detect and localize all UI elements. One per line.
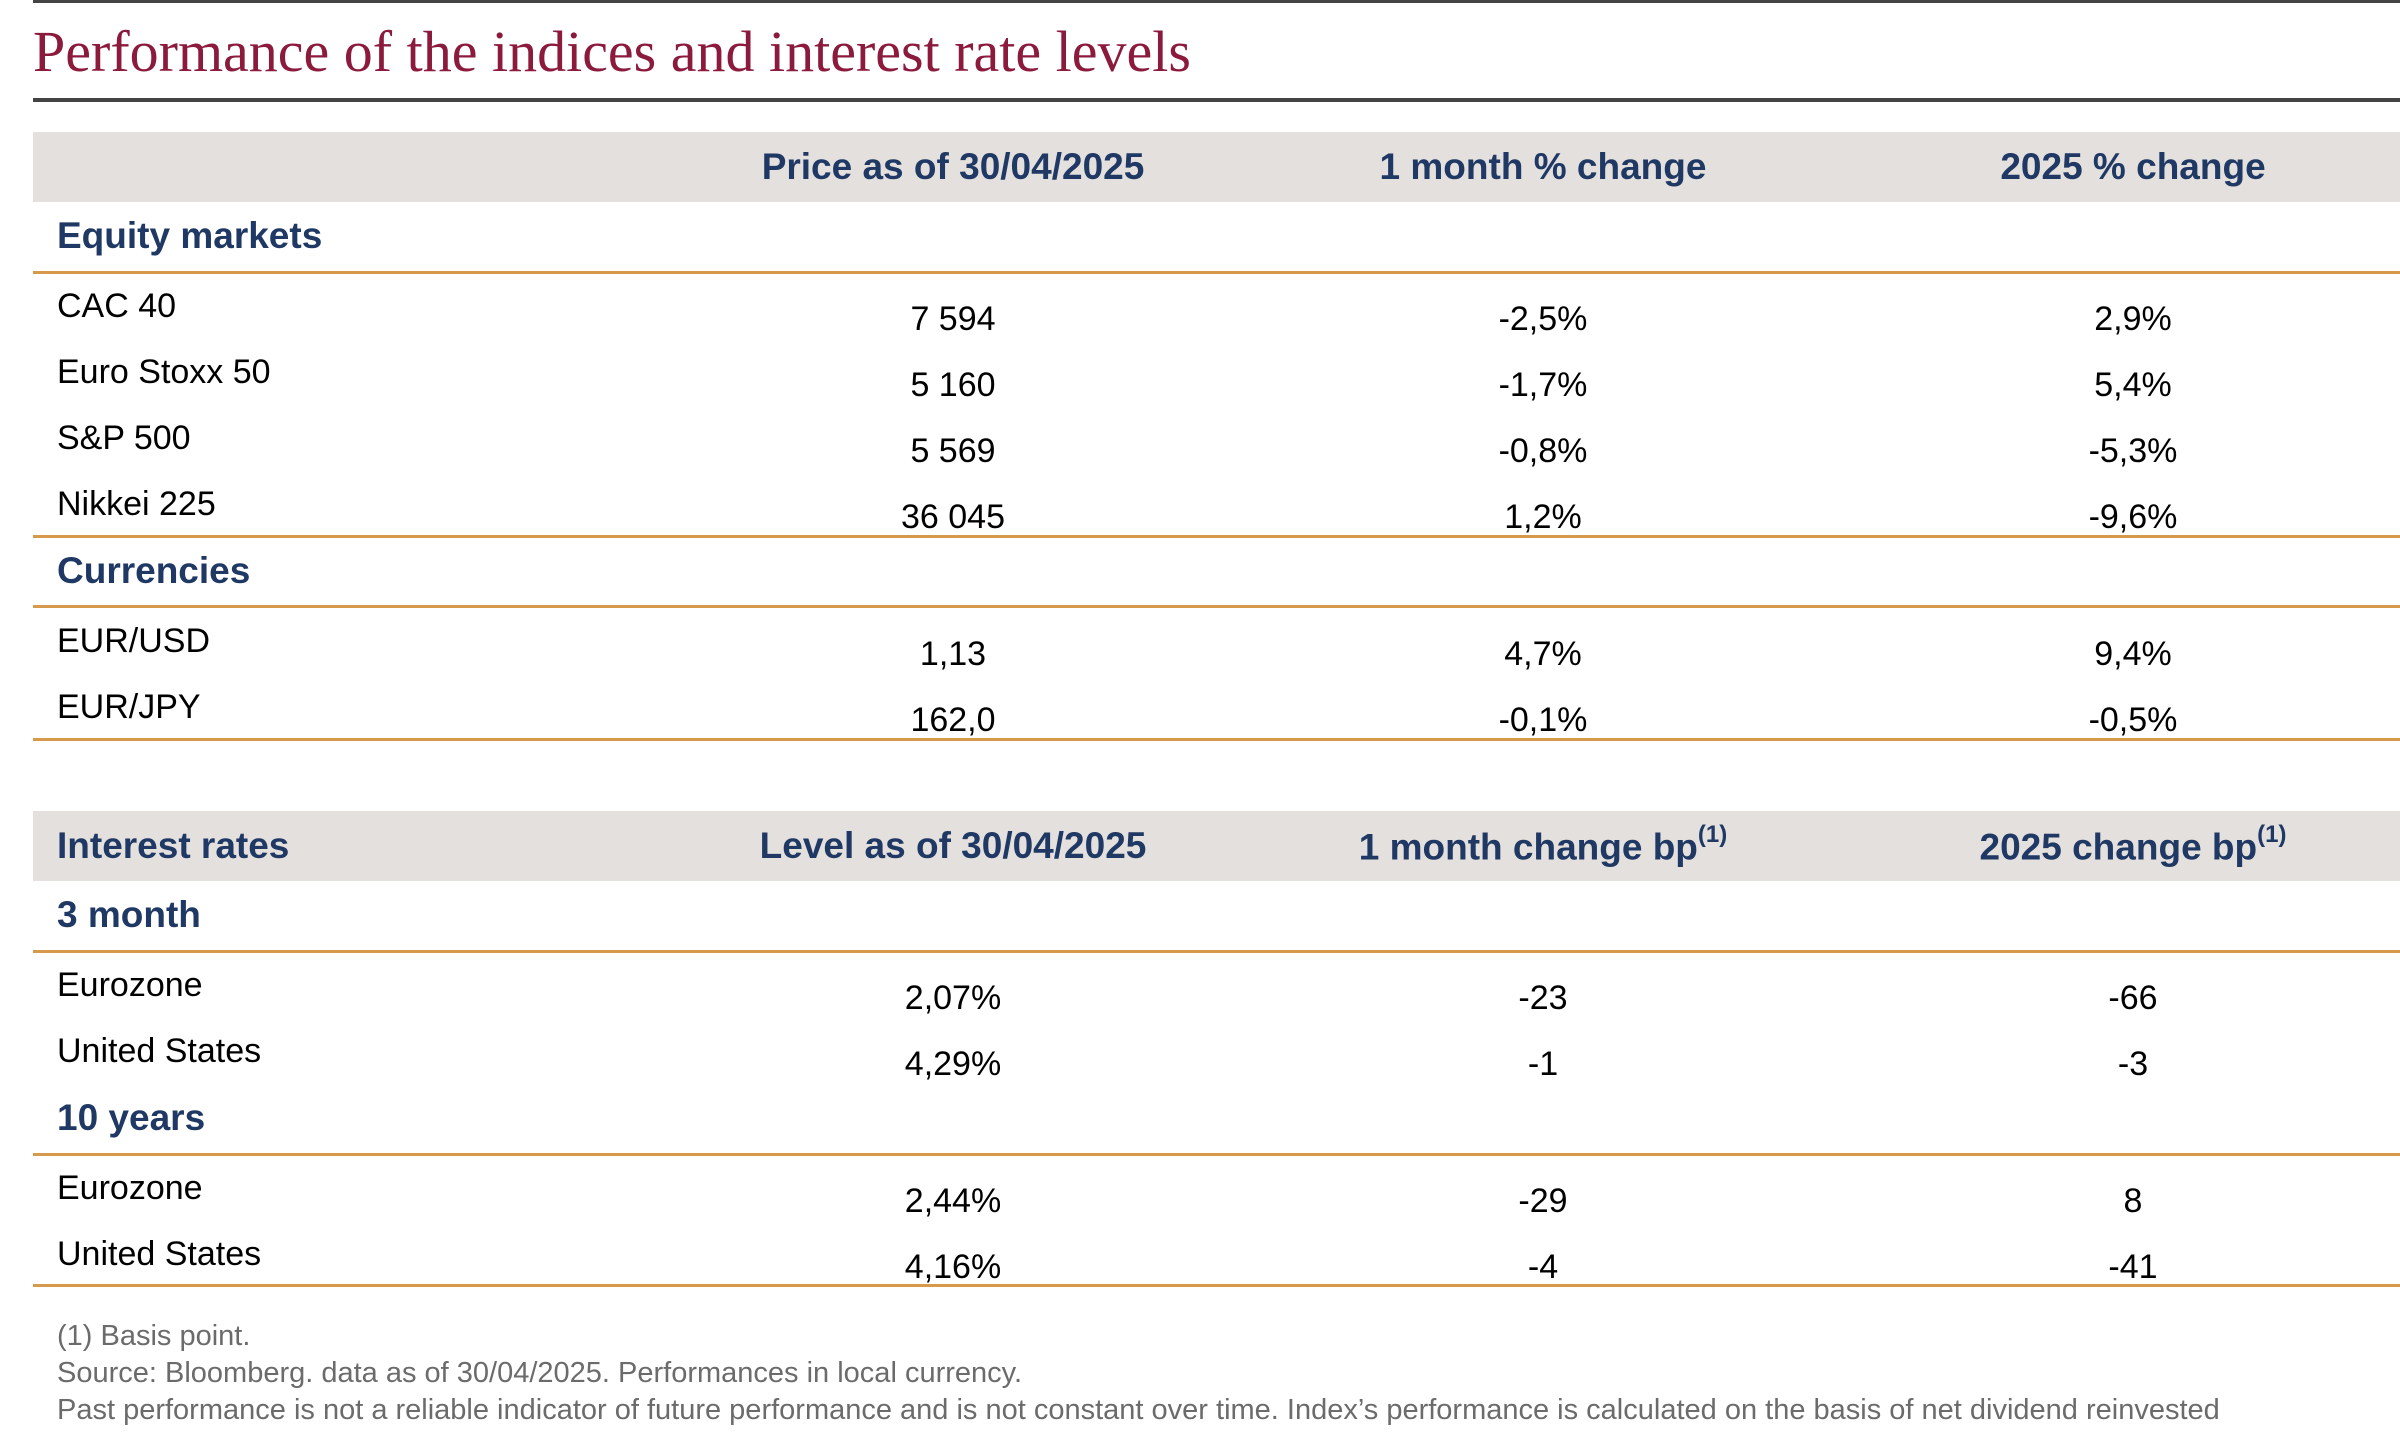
row-label: Euro Stoxx 50 <box>57 353 271 391</box>
section-rule <box>33 1153 2400 1156</box>
section-10-years: 10 years <box>57 1097 206 1138</box>
row-label: EUR/JPY <box>57 688 201 726</box>
row-label: CAC 40 <box>57 287 177 325</box>
section-rule <box>33 605 2400 608</box>
section-rule <box>33 950 2400 953</box>
row-change-1m: -0,8% <box>1498 432 1588 470</box>
rates-header-interest-rates: Interest rates <box>57 825 290 866</box>
row-change-1m: -1,7% <box>1498 366 1588 404</box>
row-value: 4,29% <box>904 1045 1002 1083</box>
row-value: 5 160 <box>910 366 996 404</box>
rates-header-ytd-change: 2025 change bp(1) <box>1979 821 2287 868</box>
row-label: EUR/USD <box>57 622 211 660</box>
row-label: United States <box>57 1235 262 1273</box>
rates-header-1m-change: 1 month change bp(1) <box>1358 821 1728 868</box>
row-change-1m: -0,1% <box>1498 701 1588 739</box>
row-change-ytd: -66 <box>2108 979 2158 1017</box>
row-label: S&P 500 <box>57 419 191 457</box>
footnote-disclaimer: Past performance is not a reliable indic… <box>57 1394 2220 1426</box>
table-bottom-rule <box>33 1284 2400 1287</box>
title-rule <box>33 98 2400 102</box>
row-value: 2,07% <box>904 979 1002 1017</box>
row-change-ytd: -9,6% <box>2088 498 2178 536</box>
row-label: United States <box>57 1032 262 1070</box>
row-change-1m: 4,7% <box>1504 635 1582 673</box>
markets-header-price: Price as of 30/04/2025 <box>761 146 1145 187</box>
row-change-ytd: 2,9% <box>2094 300 2172 338</box>
row-change-ytd: 9,4% <box>2094 635 2172 673</box>
footnote-basis-point: (1) Basis point. <box>57 1320 251 1352</box>
section-equity-markets: Equity markets <box>57 215 323 256</box>
top-rule <box>33 0 2400 3</box>
row-change-ytd: 8 <box>2123 1182 2143 1220</box>
row-change-1m: -29 <box>1518 1182 1568 1220</box>
row-value: 162,0 <box>910 701 996 739</box>
section-rule <box>33 535 2400 538</box>
row-change-ytd: -3 <box>2117 1045 2149 1083</box>
rates-header-level: Level as of 30/04/2025 <box>759 825 1147 866</box>
row-value: 5 569 <box>910 432 996 470</box>
section-currencies: Currencies <box>57 550 251 591</box>
row-value: 1,13 <box>919 635 987 673</box>
table-bottom-rule <box>33 738 2400 741</box>
row-value: 2,44% <box>904 1182 1002 1220</box>
footnote-mark: (1) <box>2257 821 2287 848</box>
footnotes: (1) Basis point. Source: Bloomberg. data… <box>57 1318 2220 1429</box>
row-label: Eurozone <box>57 1169 203 1207</box>
section-3-month: 3 month <box>57 894 201 935</box>
row-change-1m: -2,5% <box>1498 300 1588 338</box>
row-change-1m: -1 <box>1527 1045 1559 1083</box>
markets-header-ytd-change: 2025 % change <box>2000 146 2266 187</box>
footnote-mark: (1) <box>1697 821 1728 848</box>
row-value: 7 594 <box>910 300 996 338</box>
row-change-ytd: 5,4% <box>2094 366 2172 404</box>
row-label: Nikkei 225 <box>57 485 216 523</box>
row-value: 4,16% <box>904 1248 1002 1286</box>
page-title: Performance of the indices and interest … <box>33 19 1191 84</box>
row-change-ytd: -41 <box>2108 1248 2158 1286</box>
row-change-1m: 1,2% <box>1504 498 1582 536</box>
row-change-ytd: -5,3% <box>2088 432 2178 470</box>
markets-table-header: Price as of 30/04/2025 1 month % change … <box>33 132 2400 202</box>
section-rule <box>33 271 2400 274</box>
row-label: Eurozone <box>57 966 203 1004</box>
row-value: 36 045 <box>901 498 1005 536</box>
rates-table-header: Interest rates Level as of 30/04/2025 1 … <box>33 811 2400 881</box>
markets-header-1m-change: 1 month % change <box>1379 146 1707 187</box>
row-change-1m: -23 <box>1518 979 1568 1017</box>
footnote-source: Source: Bloomberg. data as of 30/04/2025… <box>57 1357 1023 1389</box>
row-change-ytd: -0,5% <box>2088 701 2178 739</box>
row-change-1m: -4 <box>1527 1248 1559 1286</box>
